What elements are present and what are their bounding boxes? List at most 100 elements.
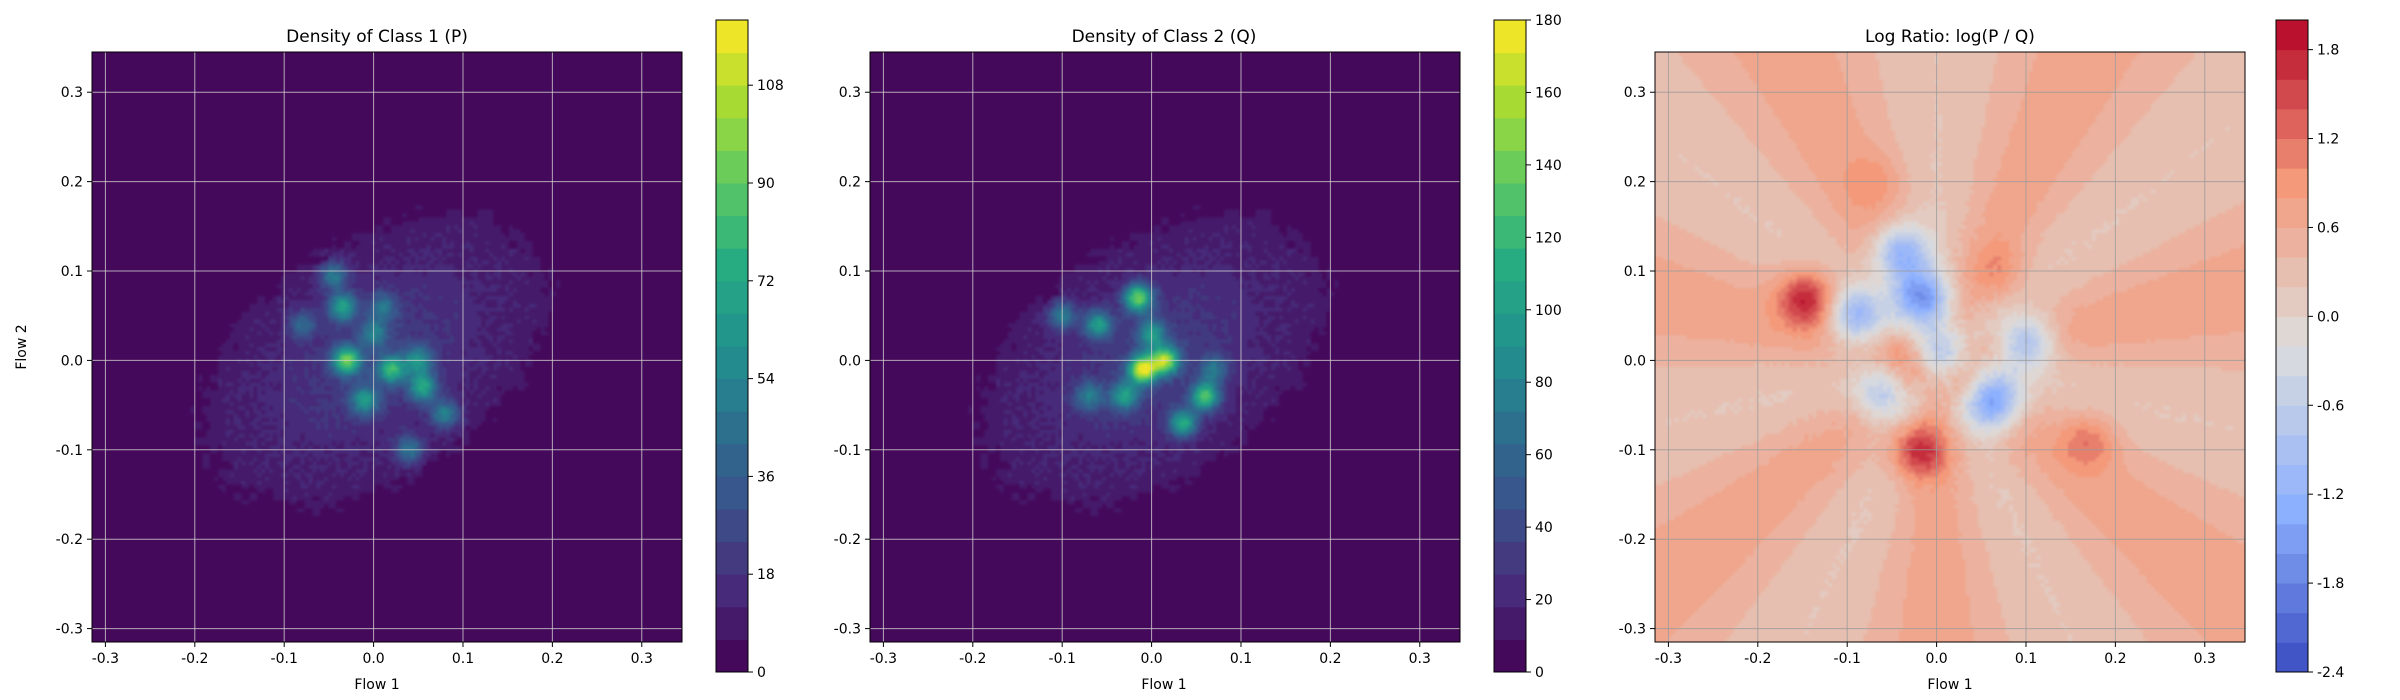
colorbar-level bbox=[1494, 183, 1526, 217]
colorbar-level bbox=[716, 215, 748, 249]
y-tick-label: -0.3 bbox=[834, 622, 861, 638]
colorbar-level bbox=[716, 20, 748, 54]
log-ratio-heatmap bbox=[1655, 52, 2245, 642]
colorbar-tick-label: -0.6 bbox=[2317, 398, 2344, 414]
colorbar-tick-label: 18 bbox=[757, 567, 775, 583]
colorbar-tick-label: -1.2 bbox=[2317, 487, 2344, 503]
colorbar-level bbox=[716, 150, 748, 184]
grid-lines bbox=[1655, 52, 2245, 642]
y-ticks: -0.3 -0.2 -0.1 0.0 0.1 0.2 0.3 bbox=[834, 85, 870, 638]
y-axis-label: Flow 2 bbox=[14, 324, 30, 369]
colorbar: 0 18 36 54 72 90 108 bbox=[715, 19, 784, 681]
colorbar-tick-label: 0 bbox=[757, 665, 766, 681]
colorbar-level bbox=[716, 606, 748, 640]
x-tick-label: 0.2 bbox=[2104, 651, 2126, 667]
y-ticks: -0.3 -0.2 -0.1 0.0 0.1 0.2 0.3 bbox=[56, 85, 92, 638]
colorbar-level bbox=[2276, 286, 2308, 317]
x-tick-label: 0.3 bbox=[1409, 651, 1431, 667]
colorbar-level bbox=[716, 52, 748, 86]
x-tick-label: 0.3 bbox=[631, 651, 653, 667]
colorbar-level bbox=[2276, 227, 2308, 258]
density-p-heatmap bbox=[92, 52, 682, 642]
colorbar-level bbox=[2276, 138, 2308, 169]
colorbar-level bbox=[2276, 375, 2308, 406]
colorbar-level bbox=[1494, 541, 1526, 575]
y-tick-label: 0.1 bbox=[1624, 264, 1646, 280]
colorbar-level bbox=[1494, 248, 1526, 282]
colorbar-tick-label: 60 bbox=[1535, 448, 1553, 464]
y-tick-label: -0.3 bbox=[56, 622, 83, 638]
x-tick-label: -0.2 bbox=[959, 651, 986, 667]
colorbar-level bbox=[1494, 280, 1526, 314]
colorbar-level bbox=[2276, 464, 2308, 495]
colorbar-level bbox=[1494, 606, 1526, 640]
colorbar-tick-label: 1.2 bbox=[2317, 132, 2339, 148]
x-tick-label: -0.1 bbox=[271, 651, 298, 667]
colorbar-level bbox=[2276, 257, 2308, 288]
y-tick-label: -0.1 bbox=[834, 443, 861, 459]
x-tick-label: -0.1 bbox=[1049, 651, 1076, 667]
y-tick-label: 0.0 bbox=[1624, 353, 1646, 369]
colorbar-tick-label: 72 bbox=[757, 274, 775, 290]
colorbar-tick-label: 180 bbox=[1535, 13, 1562, 29]
y-tick-label: -0.2 bbox=[56, 532, 83, 548]
colorbar: 0 20 40 60 80 100 120 140 160 180 bbox=[1493, 13, 1562, 681]
colorbar-level bbox=[2276, 316, 2308, 347]
panel-density-q: Density of Class 2 (Q) -0.3 -0.2 -0.1 0.0 0.… bbox=[834, 13, 1562, 693]
colorbar-level bbox=[716, 509, 748, 543]
colorbar: -2.4 -1.8 -1.2 -0.6 0.0 0.6 1.2 1.8 bbox=[2275, 19, 2344, 681]
x-tick-label: 0.0 bbox=[1925, 651, 1947, 667]
colorbar-level bbox=[1494, 443, 1526, 477]
colorbar-level bbox=[716, 443, 748, 477]
grid-lines bbox=[870, 52, 1460, 642]
chart-title: Density of Class 2 (Q) bbox=[1072, 27, 1257, 47]
colorbar-level bbox=[2276, 494, 2308, 525]
y-tick-label: 0.3 bbox=[1624, 85, 1646, 101]
colorbar-level bbox=[1494, 117, 1526, 151]
colorbar-level bbox=[1494, 411, 1526, 445]
x-axis-label: Flow 1 bbox=[1141, 677, 1186, 693]
colorbar-level bbox=[716, 248, 748, 282]
colorbar-level bbox=[2276, 346, 2308, 377]
y-tick-label: -0.2 bbox=[834, 532, 861, 548]
y-tick-label: 0.0 bbox=[61, 353, 83, 369]
panel-density-p: Density of Class 1 (P) -0.3 -0.2 -0.1 0.0 0.… bbox=[14, 19, 784, 693]
colorbar-tick-label: 0.0 bbox=[2317, 309, 2339, 325]
colorbar-tick-label: 120 bbox=[1535, 230, 1562, 246]
x-axis-label: Flow 1 bbox=[354, 677, 399, 693]
colorbar-level bbox=[1494, 150, 1526, 184]
colorbar-tick-label: 20 bbox=[1535, 593, 1553, 609]
colorbar-tick-label: 140 bbox=[1535, 158, 1562, 174]
x-ticks: -0.3 -0.2 -0.1 0.0 0.1 0.2 0.3 bbox=[92, 642, 653, 667]
colorbar-level bbox=[2276, 168, 2308, 199]
colorbar-level bbox=[1494, 313, 1526, 347]
colorbar-level bbox=[716, 476, 748, 510]
colorbar-level bbox=[2276, 434, 2308, 466]
colorbar-level bbox=[1494, 52, 1526, 86]
x-ticks: -0.3 -0.2 -0.1 0.0 0.1 0.2 0.3 bbox=[870, 642, 1431, 667]
grid-lines bbox=[92, 52, 682, 642]
y-tick-label: 0.2 bbox=[1624, 175, 1646, 191]
colorbar-level bbox=[1494, 639, 1526, 673]
chart-title: Log Ratio: log(P / Q) bbox=[1865, 27, 2035, 47]
y-tick-label: -0.3 bbox=[1619, 622, 1646, 638]
colorbar-tick-label: -2.4 bbox=[2317, 665, 2344, 681]
x-tick-label: -0.3 bbox=[92, 651, 119, 667]
x-tick-label: -0.3 bbox=[870, 651, 897, 667]
colorbar-level bbox=[1494, 85, 1526, 119]
colorbar-level bbox=[716, 541, 748, 575]
colorbar-tick-label: -1.8 bbox=[2317, 576, 2344, 592]
x-tick-label: 0.2 bbox=[541, 651, 563, 667]
colorbar-level bbox=[2276, 49, 2308, 80]
colorbar-tick-label: 40 bbox=[1535, 520, 1553, 536]
colorbar-level bbox=[2276, 583, 2308, 614]
colorbar-level bbox=[1494, 378, 1526, 412]
plot-frame bbox=[869, 51, 1461, 643]
colorbar-level bbox=[1494, 20, 1526, 54]
x-tick-label: -0.1 bbox=[1834, 651, 1861, 667]
colorbar-level bbox=[716, 313, 748, 347]
y-tick-label: 0.1 bbox=[61, 264, 83, 280]
colorbar-level bbox=[716, 411, 748, 445]
colorbar-level bbox=[716, 280, 748, 314]
